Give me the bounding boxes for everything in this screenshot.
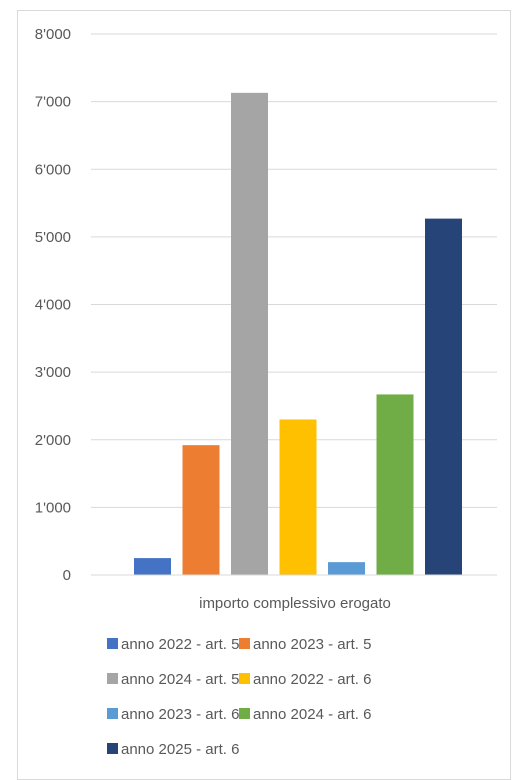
bars — [134, 92, 462, 576]
y-tick-label: 8'000 — [35, 26, 71, 43]
bar — [328, 562, 365, 575]
y-tick-label: 7'000 — [35, 94, 71, 111]
y-tick-label: 0 — [63, 567, 71, 584]
legend-label: anno 2022 - art. 5 — [121, 636, 239, 653]
x-category-label: importo complessivo erogato — [199, 595, 391, 612]
y-tick-label: 4'000 — [35, 297, 71, 314]
legend-swatch — [107, 638, 118, 649]
legend-swatch — [239, 708, 250, 719]
x-axis-category-labels: importo complessivo erogato — [199, 595, 391, 612]
legend-swatch — [107, 673, 118, 684]
bar — [425, 218, 462, 575]
y-tick-label: 6'000 — [35, 161, 71, 178]
legend: anno 2022 - art. 5 anno 2023 - art. 5 anno… — [107, 636, 371, 758]
y-axis-tick-labels: 0 1'000 2'000 3'000 4'000 5'000 6'000 7'000 8'00… — [35, 26, 71, 584]
bar — [231, 92, 268, 576]
legend-label: anno 2024 - art. 5 — [121, 671, 239, 688]
bar — [376, 394, 414, 575]
y-tick-label: 1'000 — [35, 499, 71, 516]
y-tick-label: 5'000 — [35, 229, 71, 246]
legend-label: anno 2024 - art. 6 — [253, 706, 371, 723]
bar — [182, 445, 220, 575]
legend-label: anno 2022 - art. 6 — [253, 671, 371, 688]
bar — [279, 419, 317, 575]
legend-label: anno 2023 - art. 6 — [121, 706, 239, 723]
legend-label: anno 2023 - art. 5 — [253, 636, 371, 653]
legend-swatch — [107, 743, 118, 754]
legend-swatch — [239, 673, 250, 684]
y-tick-label: 2'000 — [35, 432, 71, 449]
legend-label: anno 2025 - art. 6 — [121, 741, 239, 758]
y-tick-label: 3'000 — [35, 364, 71, 381]
legend-swatch — [239, 638, 250, 649]
legend-swatch — [107, 708, 118, 719]
bar — [134, 558, 171, 575]
